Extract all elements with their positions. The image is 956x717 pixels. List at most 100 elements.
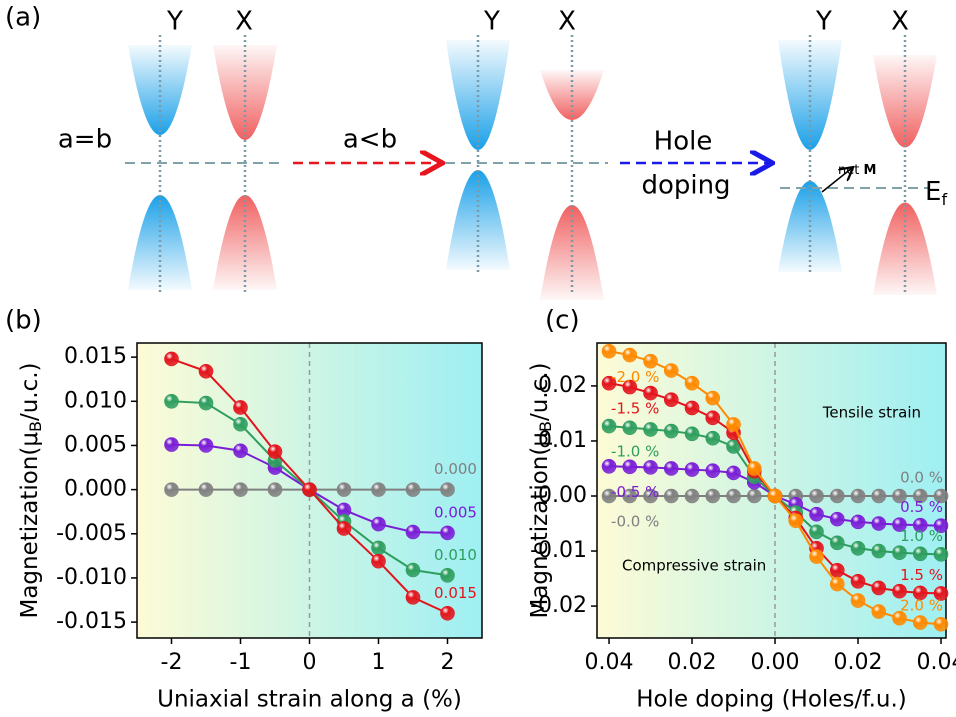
y-axis-label-part: /u.c.) [17,362,43,421]
data-point [933,547,949,562]
plot-frame [596,342,947,639]
x-tick-label: 1 [372,650,386,675]
data-point [663,392,679,407]
x-tick-label: 0.04 [917,650,956,675]
data-point [601,418,617,434]
k-lines [158,35,907,295]
x-axis-label: Hole doping (Holes/f.u.) [636,687,907,713]
series-label: -1.0 % [611,443,659,461]
fermi-text: E [925,177,941,207]
series-label: 0.005 [434,503,477,521]
panel-label: (b) [5,306,42,336]
data-point [912,488,928,504]
data-point [663,363,679,378]
y-tick-label: -0.015 [56,609,127,634]
panel-label: (a) [5,3,41,33]
fermi-lines [125,162,930,189]
data-point [809,506,824,522]
data-point [705,430,721,446]
y-tick-label: -0.005 [56,521,127,546]
data-point [643,460,658,475]
fermi-sub: f [941,190,947,209]
data-point [933,518,949,534]
data-point [371,553,386,569]
data-point [336,521,352,536]
x-tick-label: 0.04 [585,650,634,675]
band-label: Y [166,7,183,37]
series-label: 0.5 % [900,498,943,516]
data-point [912,615,928,630]
x-tick-label: -2 [161,650,183,675]
strain-label: a=b [58,125,112,155]
data-point [405,590,421,605]
y-tick-label: 0.00 [538,483,587,508]
y-tick-label: -0.010 [56,565,127,590]
x-tick-label: 0.02 [834,650,883,675]
data-point [198,395,214,411]
data-point [164,393,179,409]
data-point [726,417,741,432]
band-label: Y [483,7,500,37]
y-tick-label: -0.01 [530,538,587,563]
valence-band [873,202,937,295]
data-point [405,482,421,497]
data-point [871,516,887,531]
data-point [871,604,887,619]
valence-band [540,205,604,300]
x-tick-label: 0.02 [668,650,717,675]
net-arrow [821,168,852,193]
data-point [684,400,700,416]
y-axis-label-part: /u.c.) [527,362,553,421]
data-point [164,351,179,367]
data-point [198,482,214,497]
data-point [601,458,617,474]
x-axis-label: Uniaxial strain along a (%) [157,687,462,713]
data-point [850,540,866,556]
series-label: -0.0 % [611,513,659,531]
data-point [829,535,845,551]
x-tick-label: 0.00 [751,650,800,675]
data-point [440,605,455,621]
data-point [233,400,248,415]
data-point [705,463,721,478]
data-point [233,416,248,432]
data-point [912,585,928,601]
series-label: 0.015 [434,584,477,602]
data-point [746,488,762,504]
conduction-band [213,45,277,140]
data-point [892,610,907,626]
data-point [850,488,866,504]
y-tick-label: 0.02 [538,373,587,398]
data-point [850,593,866,608]
data-point [892,517,907,532]
data-point [267,482,283,497]
data-point [829,576,845,592]
data-point [809,488,824,504]
data-point [267,444,283,459]
data-point [892,488,907,504]
data-point [336,482,352,497]
data-point [405,562,421,578]
data-point [440,482,455,497]
data-point [871,543,887,559]
y-axis-label-part: B [536,421,555,432]
data-point [829,563,845,578]
data-point [663,488,679,504]
net-label: net M [838,163,876,178]
series-label: -2.0 % [611,368,659,386]
data-point [871,580,887,596]
band-label: X [558,7,576,37]
y-axis-label-part: Magnetization(μ [17,432,43,619]
data-point [164,482,179,497]
band-label: X [891,7,909,37]
x-tick-label: 2 [441,650,455,675]
data-point [601,343,617,359]
data-point [829,488,845,504]
data-point [302,482,317,497]
data-point [809,549,824,564]
data-point [622,488,638,504]
data-point [767,488,783,504]
annotation: Tensile strain [822,404,921,422]
data-point [622,347,638,363]
series-label: 2.0 % [900,597,943,615]
